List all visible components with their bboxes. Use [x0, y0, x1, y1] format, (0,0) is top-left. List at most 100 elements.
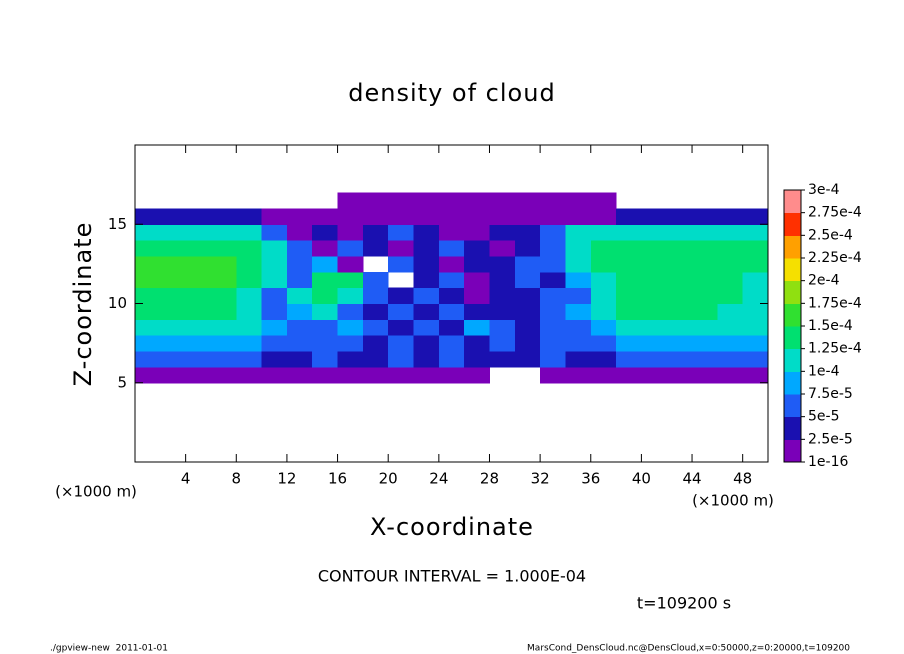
cell [337, 319, 364, 336]
cell [514, 224, 541, 241]
cell [616, 287, 642, 304]
cell [185, 303, 212, 320]
cell [742, 335, 769, 352]
cell [261, 351, 288, 368]
cell [565, 335, 592, 352]
cell [261, 208, 288, 225]
cell [413, 224, 440, 241]
cell [616, 319, 642, 336]
cell [464, 271, 490, 289]
cell [590, 224, 617, 241]
x-tick-label: 12 [277, 470, 296, 488]
cell [312, 319, 339, 336]
cell [362, 240, 389, 257]
cell [489, 271, 516, 289]
cell [362, 335, 389, 352]
cell [362, 192, 389, 209]
cell [185, 335, 212, 352]
cell [185, 366, 212, 384]
cell [464, 303, 490, 320]
cell [565, 303, 592, 320]
cell [666, 335, 693, 352]
cell [160, 255, 187, 273]
cell [438, 192, 465, 209]
cell [641, 208, 668, 225]
cell [717, 271, 744, 289]
cell [312, 335, 339, 352]
colorbar-band [784, 394, 801, 418]
cell [337, 335, 364, 352]
cell [185, 208, 212, 225]
cell [616, 208, 642, 225]
cell [717, 366, 744, 384]
cell [388, 192, 415, 209]
cell [540, 240, 566, 257]
cell [540, 319, 566, 336]
cell [210, 351, 237, 368]
cell [565, 255, 592, 273]
cell [261, 319, 288, 336]
cell [464, 224, 490, 241]
cell [514, 319, 541, 336]
colorbar-label: 1e-16 [808, 454, 848, 470]
cell [337, 240, 364, 257]
cell [540, 303, 566, 320]
cell [464, 366, 490, 384]
cell [641, 240, 668, 257]
cell [413, 335, 440, 352]
colorbar-band [784, 235, 801, 259]
cell [286, 351, 313, 368]
cell [514, 208, 541, 225]
cell [286, 240, 313, 257]
cell [666, 240, 693, 257]
cell [236, 351, 263, 368]
colorbar-band [784, 348, 801, 372]
cell [286, 366, 313, 384]
cell [438, 208, 465, 225]
cell [666, 255, 693, 273]
cell [514, 335, 541, 352]
cell [438, 335, 465, 352]
y-unit: (×1000 m) [55, 483, 137, 501]
cell [438, 319, 465, 336]
colorbar-band [784, 416, 801, 440]
cell [337, 255, 364, 273]
x-tick-label: 44 [682, 470, 701, 488]
cell [413, 271, 440, 289]
cell [666, 351, 693, 368]
cell [565, 271, 592, 289]
cell [616, 255, 642, 273]
cell [210, 319, 237, 336]
cell [312, 351, 339, 368]
cell [286, 208, 313, 225]
cell [286, 335, 313, 352]
cell [464, 255, 490, 273]
cell [210, 208, 237, 225]
cell [692, 335, 718, 352]
colorbar-band [784, 371, 801, 395]
cell [135, 255, 161, 273]
cell [286, 319, 313, 336]
cell [362, 351, 389, 368]
footer-right: MarsCond_DensCloud.nc@DensCloud,x=0:5000… [527, 644, 850, 654]
annotation: CONTOUR INTERVAL = 1.000E-04 [318, 567, 586, 586]
cell [160, 335, 187, 352]
cell [489, 255, 516, 273]
y-tick-label: 5 [117, 373, 127, 391]
cell [565, 192, 592, 209]
cell [464, 319, 490, 336]
colorbar-label: 2.5e-5 [808, 431, 853, 447]
cell [438, 224, 465, 241]
cell [641, 319, 668, 336]
cell [286, 271, 313, 289]
cell [210, 271, 237, 289]
cell [540, 366, 566, 384]
cell [692, 303, 718, 320]
cell [312, 208, 339, 225]
cell [160, 303, 187, 320]
cell [590, 192, 617, 209]
cell [514, 255, 541, 273]
cell [413, 303, 440, 320]
colorbar-band [784, 212, 801, 236]
